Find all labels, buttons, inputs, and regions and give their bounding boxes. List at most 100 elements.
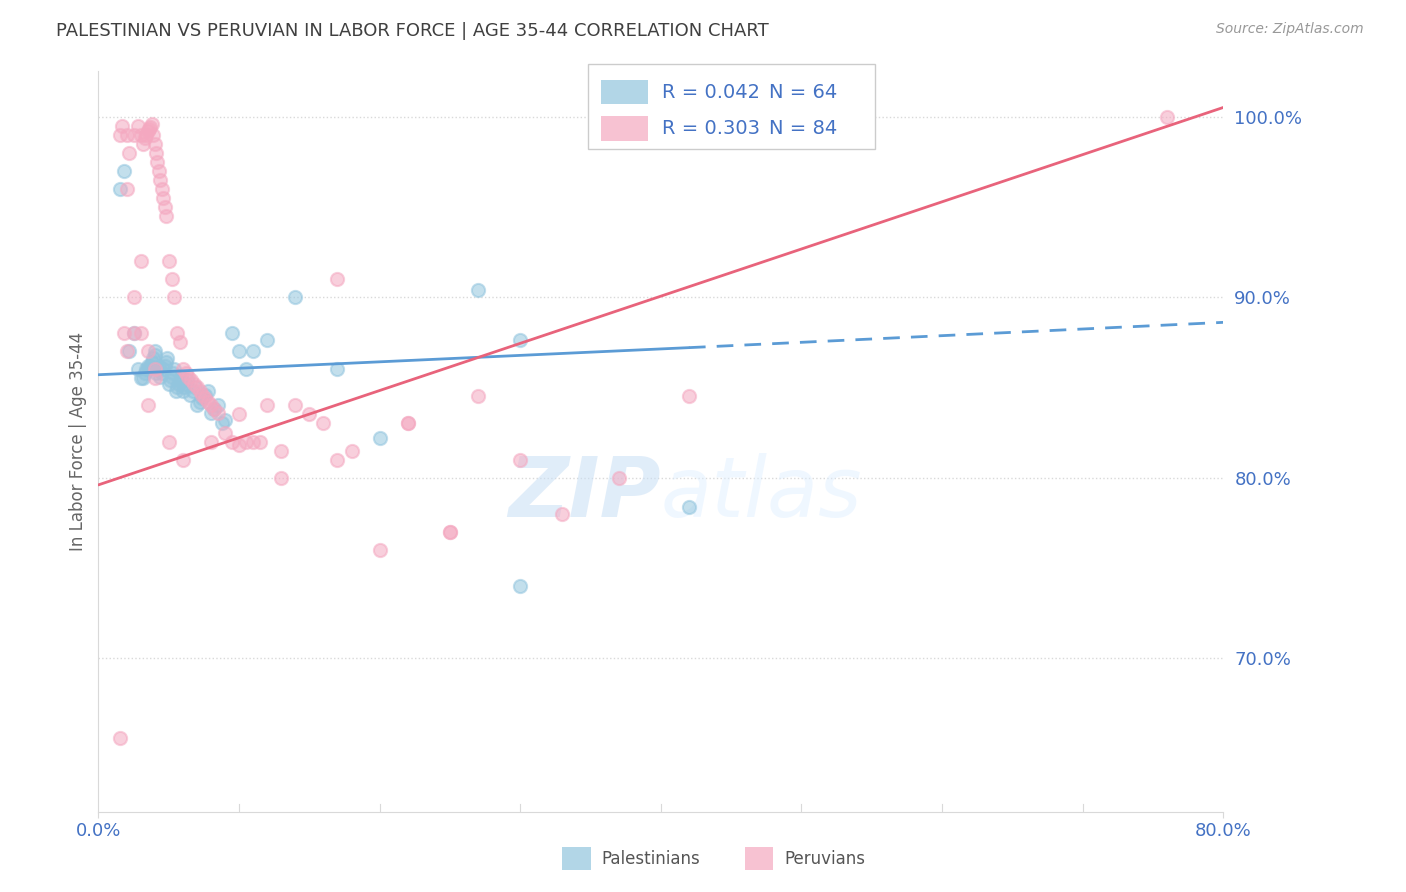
Point <box>157 254 180 268</box>
Point <box>143 371 166 385</box>
Point <box>197 384 219 398</box>
Text: N = 84: N = 84 <box>769 119 837 138</box>
Point <box>173 380 195 394</box>
Point <box>142 351 165 366</box>
Point <box>607 470 630 484</box>
Point <box>172 452 194 467</box>
Point <box>167 376 190 391</box>
Point <box>1156 110 1178 124</box>
Point <box>129 128 152 142</box>
Point <box>134 366 156 380</box>
Point <box>188 384 211 398</box>
Point <box>174 376 197 391</box>
Point <box>152 191 174 205</box>
Point <box>146 154 169 169</box>
Point <box>169 335 191 350</box>
Point <box>551 507 574 521</box>
Point <box>207 406 229 420</box>
Point <box>153 200 176 214</box>
Point <box>183 376 205 391</box>
Point <box>202 402 225 417</box>
Point <box>157 434 180 449</box>
Point <box>186 399 208 413</box>
Point <box>176 373 198 387</box>
Point <box>166 380 188 394</box>
Point <box>111 119 134 133</box>
Point <box>467 283 489 297</box>
Point <box>184 380 207 394</box>
Point <box>139 359 162 373</box>
Text: ZIP: ZIP <box>508 453 661 534</box>
Text: Source: ZipAtlas.com: Source: ZipAtlas.com <box>1216 22 1364 37</box>
Point <box>165 384 187 398</box>
Point <box>148 163 170 178</box>
Point <box>139 120 162 135</box>
Point <box>249 434 271 449</box>
Point <box>138 122 160 136</box>
Point <box>221 434 243 449</box>
Point <box>112 163 135 178</box>
Point <box>115 344 138 359</box>
Point <box>112 326 135 341</box>
Point <box>177 369 200 384</box>
Point <box>174 366 197 380</box>
Point <box>214 425 236 440</box>
Point <box>146 362 169 376</box>
FancyBboxPatch shape <box>602 116 648 141</box>
Point <box>270 443 292 458</box>
Point <box>235 434 257 449</box>
Point <box>153 359 176 373</box>
Point <box>145 366 167 380</box>
Point <box>162 366 184 380</box>
Point <box>160 369 183 384</box>
Point <box>396 417 419 431</box>
Point <box>202 402 225 417</box>
Point <box>132 371 155 385</box>
Point <box>235 362 257 376</box>
Point <box>509 452 531 467</box>
Point <box>194 387 217 401</box>
Point <box>157 376 180 391</box>
Point <box>135 362 157 376</box>
Point <box>326 272 349 286</box>
Point <box>180 373 202 387</box>
Point <box>118 344 141 359</box>
Point <box>136 124 159 138</box>
Point <box>160 272 183 286</box>
Text: R = 0.042: R = 0.042 <box>662 83 761 102</box>
Point <box>136 344 159 359</box>
Point <box>467 389 489 403</box>
Text: N = 64: N = 64 <box>769 83 837 102</box>
Point <box>108 731 131 745</box>
Point <box>179 387 201 401</box>
FancyBboxPatch shape <box>602 80 648 104</box>
Point <box>138 362 160 376</box>
Point <box>284 399 307 413</box>
Point <box>181 384 204 398</box>
Point <box>207 399 229 413</box>
Point <box>163 290 186 304</box>
Point <box>150 366 173 380</box>
Point <box>200 406 222 420</box>
Point <box>122 326 145 341</box>
Point <box>163 362 186 376</box>
Point <box>136 359 159 373</box>
Point <box>118 145 141 160</box>
Point <box>127 362 149 376</box>
Point <box>172 362 194 376</box>
Point <box>242 344 264 359</box>
Point <box>136 399 159 413</box>
Point <box>122 290 145 304</box>
Point <box>143 348 166 362</box>
Point <box>159 373 181 387</box>
Point <box>509 579 531 593</box>
Point <box>141 117 163 131</box>
Point <box>169 373 191 387</box>
FancyBboxPatch shape <box>588 64 875 149</box>
Point <box>155 209 177 223</box>
Point <box>326 452 349 467</box>
Point <box>186 380 208 394</box>
Point <box>228 344 250 359</box>
Text: R = 0.303: R = 0.303 <box>662 119 761 138</box>
Point <box>270 470 292 484</box>
